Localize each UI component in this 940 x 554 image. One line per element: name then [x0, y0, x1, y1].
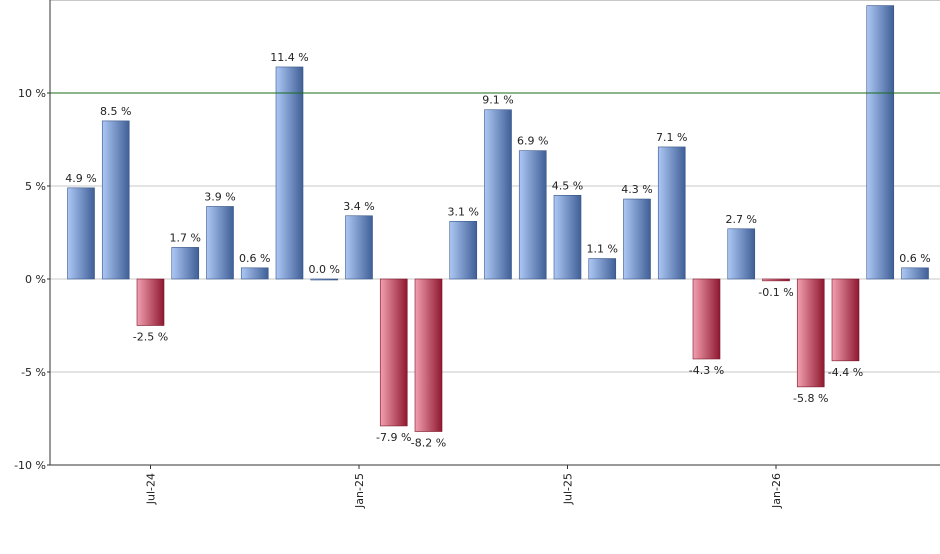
bar [553, 195, 582, 280]
bar-value-label: 3.4 % [343, 200, 374, 213]
bar-value-label: -8.2 % [411, 437, 446, 450]
bar-value-label: -7.9 % [376, 431, 411, 444]
bar-value-label: 14.7 % [861, 0, 899, 3]
bar-value-label: 0.0 % [309, 263, 340, 276]
bar [588, 258, 617, 280]
x-tick-label: Jan-26 [770, 473, 783, 509]
bar-value-label: 1.1 % [587, 243, 618, 256]
bar [657, 146, 686, 280]
bar [414, 278, 443, 432]
bar-value-label: 0.6 % [899, 252, 930, 265]
bar [171, 247, 200, 280]
bar-value-label: 0.6 % [239, 252, 270, 265]
bar [692, 278, 721, 360]
bar-value-label: 3.1 % [448, 205, 479, 218]
x-tick-label: Jul-25 [562, 473, 575, 505]
bar-value-label: 9.1 % [482, 94, 513, 107]
bar-value-label: -2.5 % [133, 331, 168, 344]
bar-value-label: 11.4 % [270, 51, 308, 64]
bar-value-label: -0.1 % [758, 286, 793, 299]
bar-value-label: 4.3 % [621, 183, 652, 196]
bar [901, 267, 929, 280]
bar-value-label: 8.5 % [100, 105, 131, 118]
bar-value-label: -4.4 % [828, 366, 863, 379]
bar [727, 228, 756, 280]
bar-value-label: 3.9 % [204, 190, 235, 203]
bars [67, 5, 929, 432]
bar [449, 221, 478, 280]
bar-value-label: 2.7 % [726, 213, 757, 226]
y-tick-label: 0 % [25, 273, 46, 286]
bar [136, 278, 165, 326]
bar [623, 198, 651, 280]
bar-value-label: 1.7 % [170, 231, 201, 244]
bar-value-label: 4.9 % [65, 172, 96, 185]
x-tick-label: Jul-24 [145, 473, 158, 505]
bar-value-label: -4.3 % [689, 364, 724, 377]
bar [379, 278, 408, 427]
bar [762, 278, 790, 282]
bar [101, 120, 130, 280]
bar [345, 215, 373, 280]
bar-value-label: 6.9 % [517, 135, 548, 148]
bar-value-label: 7.1 % [656, 131, 687, 144]
bar-value-label: 4.5 % [552, 179, 583, 192]
bar [831, 278, 860, 362]
y-tick-label: 10 % [18, 87, 46, 100]
bar-value-labels: 4.9 % 8.5 % -2.5 % 1.7 % 3.9 % 0.6 % 11.4 % 0.0… [65, 0, 930, 450]
x-tick-label: Jan-25 [353, 473, 366, 509]
y-tick-label: -10 % [14, 459, 46, 472]
y-tick-label: -5 % [21, 366, 46, 379]
bar-value-label: -5.8 % [793, 392, 828, 405]
bar [67, 187, 95, 280]
bar [796, 278, 825, 388]
bar [310, 278, 339, 281]
axes: 10 % 5 % 0 % -5 % -10 % Jul-24 Jan-25 Jul-25 Jan… [14, 0, 940, 509]
bar [240, 267, 269, 280]
bar [206, 206, 234, 280]
bar [518, 150, 547, 280]
bar [275, 66, 304, 280]
bar [866, 5, 895, 280]
bar [484, 109, 512, 280]
y-tick-label: 5 % [25, 180, 46, 193]
